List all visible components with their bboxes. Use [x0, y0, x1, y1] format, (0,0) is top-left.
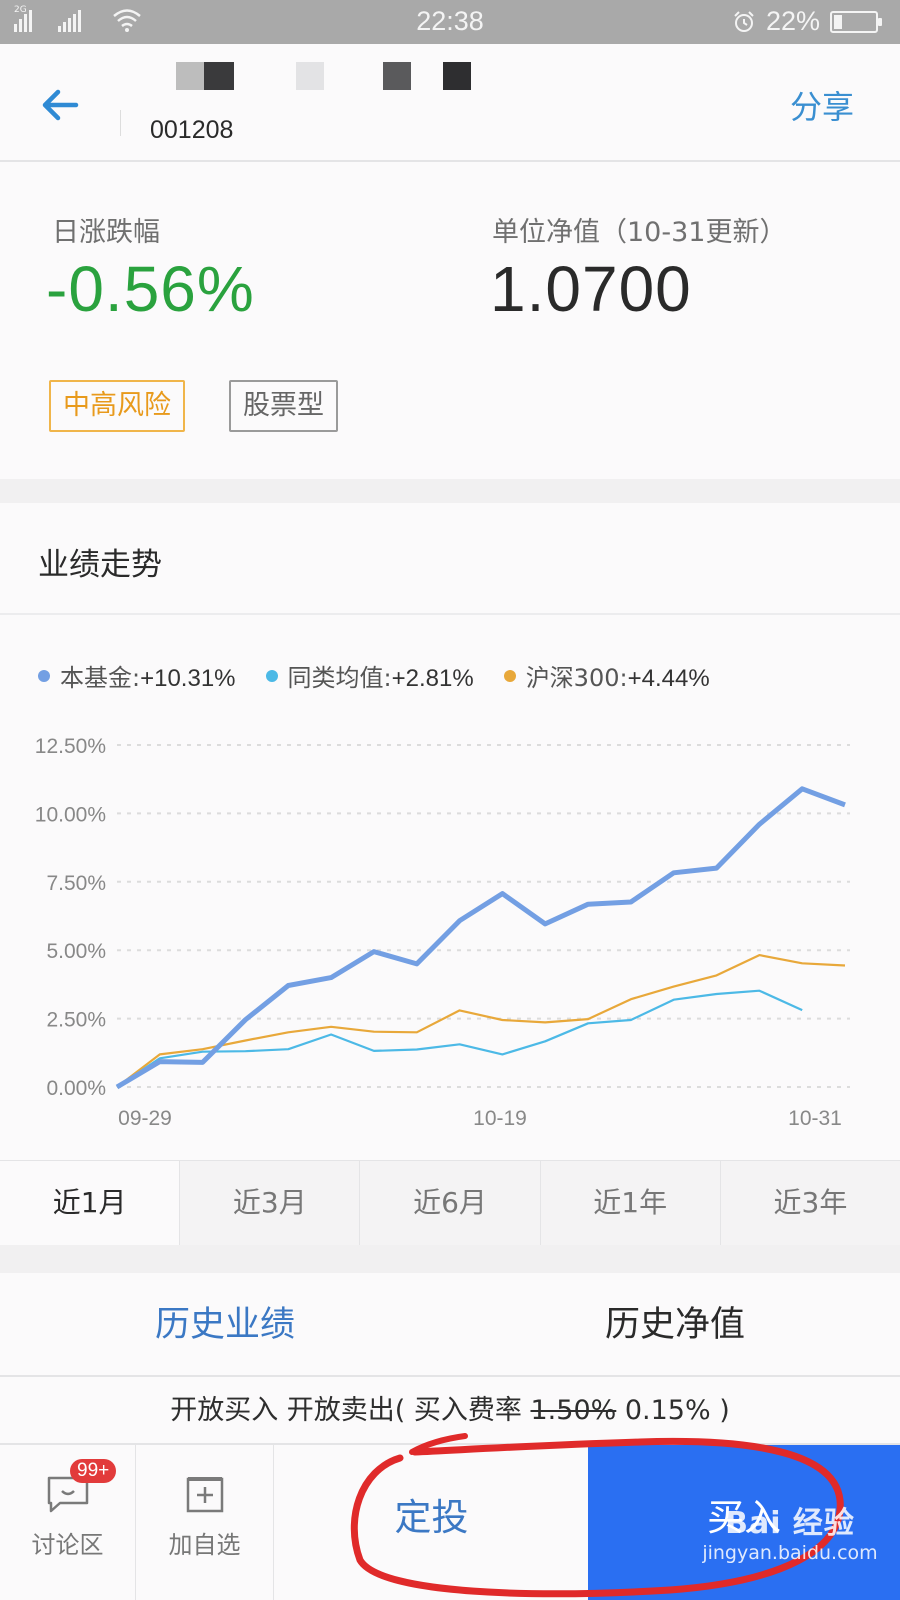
divider [0, 613, 900, 615]
legend-name: 沪深300 [525, 664, 620, 692]
performance-card: 业绩走势 本基金:+10.31% 同类均值:+2.81% 沪深300:+4.44… [0, 503, 900, 1246]
fund-code: 001208 [150, 116, 234, 144]
chart-legend: 本基金:+10.31% 同类均值:+2.81% 沪深300:+4.44% [38, 658, 710, 693]
x-axis-label: 10-19 [473, 1107, 527, 1130]
legend-dot-icon [503, 669, 516, 682]
discussion-label: 讨论区 [31, 1531, 104, 1559]
legend-name: 本基金 [60, 664, 132, 692]
series-line-0 [115, 786, 846, 1090]
status-left: 2G [14, 5, 142, 32]
legend-dot-icon [38, 669, 50, 682]
y-axis-label: 0.00% [46, 1077, 106, 1100]
legend-item-peer-avg: 同类均值:+2.81% [265, 658, 474, 693]
legend-value: +10.31% [140, 665, 236, 692]
x-axis-label: 10-31 [788, 1107, 842, 1130]
discussion-button[interactable]: 99+ 讨论区 [0, 1445, 136, 1600]
y-axis-label: 5.00% [46, 940, 106, 963]
tab-6-months[interactable]: 近6月 [359, 1161, 540, 1246]
signal-icon-2 [58, 8, 102, 32]
share-button[interactable]: 分享 [789, 88, 854, 126]
battery-percent: 22% [765, 6, 820, 36]
nav-label: 单位净值（10-31更新） [492, 217, 787, 248]
series-line-2 [116, 954, 846, 1088]
buy-label: 买入 [707, 1496, 781, 1539]
section-gap [0, 1245, 900, 1273]
buy-button[interactable]: 买入 [588, 1445, 900, 1600]
legend-item-csi300: 沪深300:+4.44% [503, 658, 710, 693]
battery-icon [830, 10, 882, 33]
legend-dot-icon [265, 669, 278, 682]
add-watchlist-button[interactable]: 加自选 [136, 1445, 274, 1600]
tab-1-month[interactable]: 近1月 [0, 1161, 180, 1246]
series-line-1 [116, 989, 803, 1088]
range-tabs: 近1月 近3月 近6月 近1年 近3年 [0, 1160, 900, 1246]
status-right: 22% [732, 6, 882, 37]
signal-label: 2G [14, 5, 27, 15]
title-divider [120, 110, 121, 136]
clock: 22:38 [416, 6, 484, 36]
daily-change-label: 日涨跌幅 [52, 217, 160, 248]
bottom-action-bar: 99+ 讨论区 加自选 定投 买入 [0, 1443, 900, 1600]
legend-name: 同类均值 [287, 664, 384, 692]
fund-type-tag: 股票型 [229, 380, 338, 432]
legend-item-fund: 本基金:+10.31% [38, 658, 236, 693]
add-square-icon [186, 1477, 224, 1513]
tab-history-nav[interactable]: 历史净值 [604, 1305, 745, 1345]
daily-change-value: -0.56% [46, 253, 255, 325]
fee-suffix: ) [710, 1395, 730, 1426]
auto-invest-label: 定投 [394, 1496, 469, 1539]
alarm-icon [734, 10, 754, 32]
auto-invest-button[interactable]: 定投 [275, 1445, 588, 1600]
performance-title: 业绩走势 [38, 547, 162, 583]
y-axis-label: 10.00% [35, 803, 106, 826]
tab-3-years[interactable]: 近3年 [719, 1161, 900, 1246]
tab-3-months[interactable]: 近3月 [179, 1161, 360, 1246]
watchlist-label: 加自选 [168, 1531, 241, 1559]
wifi-icon [113, 9, 141, 32]
section-gap [0, 479, 900, 503]
discount-fee-rate: 0.15% [616, 1395, 711, 1426]
legend-value: +4.44% [627, 665, 710, 692]
original-fee-rate: 1.50% [530, 1395, 617, 1426]
risk-level-tag: 中高风险 [49, 380, 185, 432]
performance-line-chart[interactable]: 0.00% 2.50% 5.00% 7.50% 10.00% 12.50% 09-29 10-… [0, 718, 900, 1158]
history-tabs: 历史业绩 历史净值 [0, 1273, 900, 1377]
tab-1-year[interactable]: 近1年 [539, 1161, 720, 1246]
y-axis-label: 7.50% [46, 872, 106, 895]
x-axis-label: 09-29 [118, 1107, 172, 1130]
header: 001208 分享 [0, 44, 900, 162]
back-arrow-icon[interactable] [36, 80, 86, 130]
status-bar: 2G 22:38 22% [0, 0, 900, 44]
y-axis-label: 12.50% [35, 735, 106, 758]
signal-icon: 2G [14, 5, 48, 32]
trading-status-fee: 开放买入 开放卖出( 买入费率 1.50% 0.15% ) [0, 1379, 900, 1443]
fee-prefix: 开放买入 开放卖出( 买入费率 [170, 1395, 531, 1426]
fund-summary: 日涨跌幅 单位净值（10-31更新） -0.56% 1.0700 中高风险 股票… [0, 164, 900, 479]
y-axis-label: 2.50% [46, 1009, 106, 1032]
notification-badge: 99+ [70, 1459, 117, 1483]
legend-value: +2.81% [391, 665, 474, 692]
nav-value: 1.0700 [490, 253, 692, 325]
tab-history-performance[interactable]: 历史业绩 [154, 1305, 295, 1345]
